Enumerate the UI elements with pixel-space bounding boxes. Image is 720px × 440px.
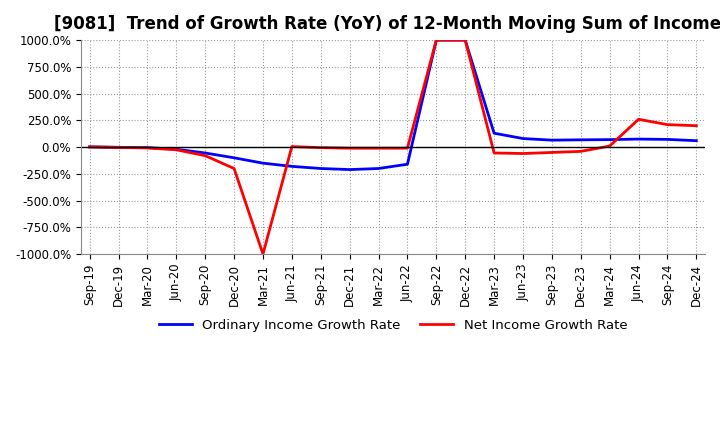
Net Income Growth Rate xyxy=(490,150,498,156)
Ordinary Income Growth Rate xyxy=(201,150,210,156)
Net Income Growth Rate xyxy=(461,37,469,43)
Net Income Growth Rate xyxy=(518,151,527,156)
Net Income Growth Rate xyxy=(230,166,238,171)
Ordinary Income Growth Rate xyxy=(403,161,412,167)
Ordinary Income Growth Rate xyxy=(143,145,152,150)
Ordinary Income Growth Rate xyxy=(606,137,614,142)
Net Income Growth Rate xyxy=(663,122,672,127)
Net Income Growth Rate xyxy=(692,123,701,128)
Ordinary Income Growth Rate xyxy=(548,138,557,143)
Ordinary Income Growth Rate xyxy=(374,166,383,171)
Net Income Growth Rate xyxy=(577,149,585,154)
Net Income Growth Rate xyxy=(346,146,354,151)
Line: Ordinary Income Growth Rate: Ordinary Income Growth Rate xyxy=(89,40,696,169)
Net Income Growth Rate xyxy=(201,153,210,158)
Ordinary Income Growth Rate xyxy=(432,37,441,43)
Ordinary Income Growth Rate xyxy=(317,166,325,171)
Title: [9081]  Trend of Growth Rate (YoY) of 12-Month Moving Sum of Incomes: [9081] Trend of Growth Rate (YoY) of 12-… xyxy=(55,15,720,33)
Net Income Growth Rate xyxy=(143,145,152,150)
Net Income Growth Rate xyxy=(258,252,267,257)
Line: Net Income Growth Rate: Net Income Growth Rate xyxy=(89,40,696,254)
Ordinary Income Growth Rate xyxy=(230,155,238,161)
Net Income Growth Rate xyxy=(317,145,325,150)
Ordinary Income Growth Rate xyxy=(172,147,181,152)
Ordinary Income Growth Rate xyxy=(577,137,585,143)
Ordinary Income Growth Rate xyxy=(346,167,354,172)
Ordinary Income Growth Rate xyxy=(490,131,498,136)
Net Income Growth Rate xyxy=(432,37,441,43)
Ordinary Income Growth Rate xyxy=(663,137,672,142)
Legend: Ordinary Income Growth Rate, Net Income Growth Rate: Ordinary Income Growth Rate, Net Income … xyxy=(153,314,633,337)
Net Income Growth Rate xyxy=(114,145,123,150)
Net Income Growth Rate xyxy=(287,144,296,149)
Ordinary Income Growth Rate xyxy=(461,37,469,43)
Net Income Growth Rate xyxy=(374,146,383,151)
Net Income Growth Rate xyxy=(403,146,412,151)
Net Income Growth Rate xyxy=(606,143,614,149)
Ordinary Income Growth Rate xyxy=(287,164,296,169)
Ordinary Income Growth Rate xyxy=(518,136,527,141)
Net Income Growth Rate xyxy=(172,147,181,152)
Net Income Growth Rate xyxy=(634,117,643,122)
Ordinary Income Growth Rate xyxy=(634,136,643,142)
Ordinary Income Growth Rate xyxy=(85,144,94,150)
Net Income Growth Rate xyxy=(85,144,94,150)
Ordinary Income Growth Rate xyxy=(692,138,701,143)
Ordinary Income Growth Rate xyxy=(114,145,123,150)
Ordinary Income Growth Rate xyxy=(258,161,267,166)
Net Income Growth Rate xyxy=(548,150,557,155)
